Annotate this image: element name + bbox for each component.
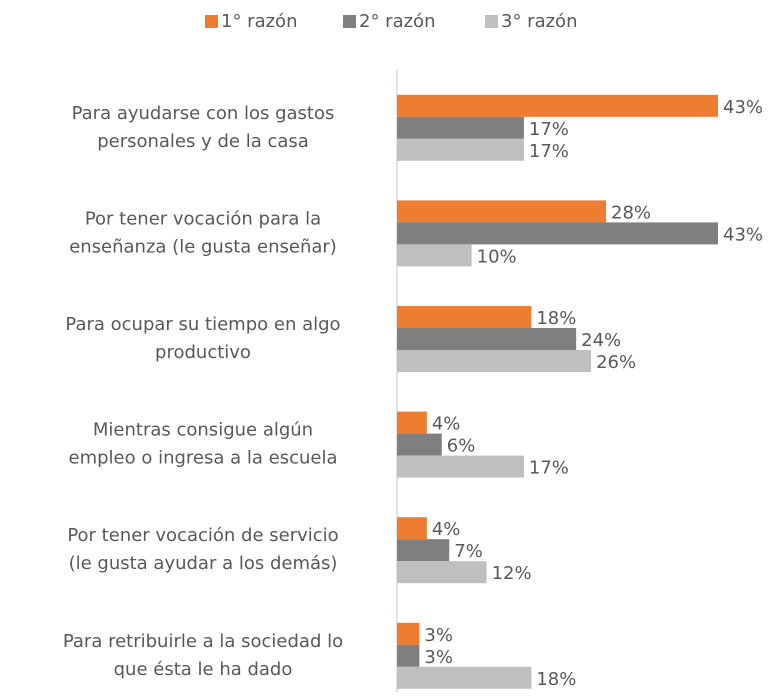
bar [397, 94, 718, 117]
category-label: Por tener vocación de servicio (le gusta … [67, 525, 338, 574]
value-label: 6% [447, 436, 476, 457]
value-label: 28% [611, 202, 651, 223]
value-label: 3% [424, 647, 453, 668]
legend-swatch [343, 15, 356, 28]
bar [397, 138, 524, 161]
bar [397, 644, 420, 667]
bar [397, 200, 607, 223]
value-label: 4% [432, 519, 461, 540]
bar [397, 517, 427, 540]
legend-swatch [205, 15, 218, 28]
value-label: 17% [529, 119, 569, 140]
bar [397, 539, 450, 562]
value-label: 43% [723, 97, 763, 118]
category-label: Por tener vocación para la enseñanza (le … [69, 208, 337, 257]
value-label: 4% [432, 414, 461, 435]
category-label: Para retribuirle a la sociedad lo que ést… [63, 631, 343, 680]
bar [397, 433, 442, 456]
legend-label: 3° razón [501, 11, 577, 32]
bar [397, 244, 472, 267]
value-label: 18% [536, 308, 576, 329]
value-label: 7% [454, 541, 483, 562]
bar [397, 622, 420, 645]
bar [397, 561, 487, 584]
value-label: 3% [424, 625, 453, 646]
value-label: 18% [536, 669, 576, 690]
value-label: 17% [529, 141, 569, 162]
value-label: 10% [477, 246, 517, 267]
bar [397, 411, 427, 434]
category-label: Para ayudarse con los gastos personales y… [72, 103, 335, 152]
value-label: 26% [596, 352, 636, 373]
value-label: 12% [492, 563, 532, 584]
legend-label: 1° razón [221, 11, 297, 32]
value-label: 17% [529, 458, 569, 479]
category-label: Mientras consigue algún empleo o ingresa … [69, 420, 338, 469]
bar [397, 306, 532, 328]
value-label: 24% [581, 330, 621, 351]
category-label: Para ocupar su tiempo en algo productivo [65, 314, 340, 363]
bar [397, 455, 524, 478]
bar [397, 222, 718, 245]
bar [397, 666, 532, 689]
value-label: 43% [723, 224, 763, 245]
legend-swatch [485, 15, 498, 28]
legend-label: 2° razón [359, 11, 435, 32]
bar [397, 328, 577, 350]
bar [397, 350, 592, 372]
bar [397, 116, 524, 139]
